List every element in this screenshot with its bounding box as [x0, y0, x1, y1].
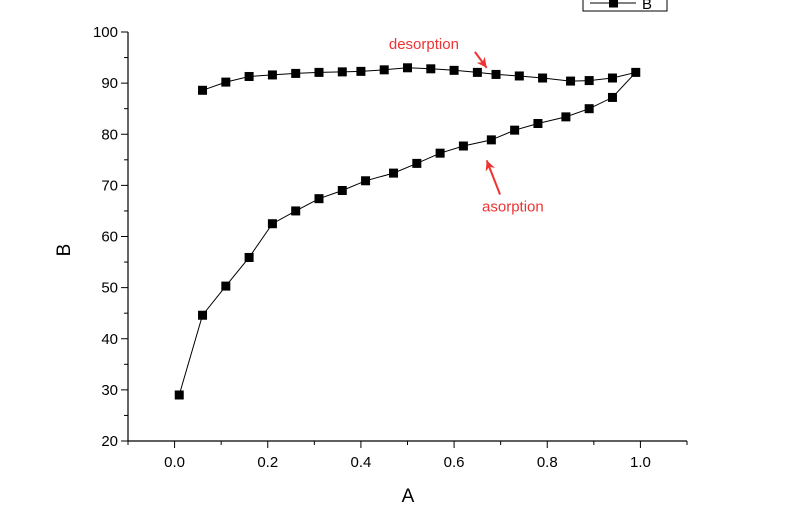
legend-box	[582, 0, 668, 12]
x-tick-label: 0.8	[537, 454, 558, 471]
data-point	[584, 104, 594, 114]
data-point	[244, 252, 254, 262]
data-point	[435, 148, 445, 158]
data-point	[361, 176, 371, 186]
data-point	[314, 194, 324, 204]
data-point	[607, 73, 617, 83]
data-point	[389, 168, 399, 178]
data-point	[337, 67, 347, 77]
data-point	[314, 67, 324, 77]
data-point	[379, 65, 389, 75]
data-point	[198, 85, 208, 95]
axes: 0.0 0.2 0.4 0.6 0.8 1.0 20 30 40 50 60 70 80 90 100	[93, 24, 688, 471]
annotation-arrow-asorption	[485, 159, 501, 195]
data-point	[291, 206, 301, 216]
y-tick-label: 60	[101, 229, 118, 246]
data-point	[412, 158, 422, 168]
legend-label: B	[642, 0, 652, 13]
data-point	[533, 119, 543, 129]
data-point	[221, 77, 231, 87]
data-point	[510, 125, 520, 135]
legend: B	[582, 0, 668, 13]
data-point	[221, 281, 231, 291]
y-tick-label: 20	[101, 433, 118, 450]
data-point	[244, 71, 254, 81]
annotation-arrow-desorption	[474, 51, 488, 69]
y-tick-label: 50	[101, 280, 118, 297]
data-point	[566, 76, 576, 86]
data-point	[514, 71, 524, 81]
data-point	[403, 63, 412, 73]
data-point	[491, 69, 501, 79]
data-point	[356, 66, 366, 76]
annotation-asorption: asorption	[482, 198, 544, 215]
annotation-desorption: desorption	[389, 36, 459, 53]
data-point	[631, 67, 641, 77]
y-tick-label: 90	[101, 75, 118, 92]
x-tick-label: 0.4	[350, 454, 371, 471]
data-point	[584, 76, 594, 86]
x-tick-label: 0.6	[444, 454, 465, 471]
y-axis-title: B	[54, 244, 75, 257]
legend-marker	[609, 0, 618, 8]
x-axis-title: A	[402, 486, 415, 507]
data-point	[561, 112, 571, 122]
data-point	[198, 310, 208, 320]
x-tick-label: 0.0	[164, 454, 185, 471]
y-tick-label: 80	[101, 126, 118, 143]
data-point	[291, 68, 301, 78]
data-point	[267, 70, 277, 80]
y-tick-label: 40	[101, 331, 118, 348]
data-point	[267, 219, 277, 229]
x-tick-label: 0.2	[257, 454, 278, 471]
annotations-layer: desorption asorption	[389, 36, 544, 216]
data-point	[458, 141, 468, 151]
data-point	[486, 135, 496, 145]
data-point	[607, 92, 617, 102]
data-point	[337, 185, 347, 195]
data-point	[538, 73, 548, 83]
data-point	[449, 65, 459, 75]
y-tick-label: 100	[93, 24, 118, 41]
x-tick-label: 1.0	[630, 454, 651, 471]
data-point	[426, 64, 436, 74]
data-point	[472, 67, 482, 77]
y-tick-label: 30	[101, 382, 118, 399]
series-layer	[174, 63, 641, 400]
y-tick-label: 70	[101, 177, 118, 194]
data-point	[174, 390, 184, 400]
